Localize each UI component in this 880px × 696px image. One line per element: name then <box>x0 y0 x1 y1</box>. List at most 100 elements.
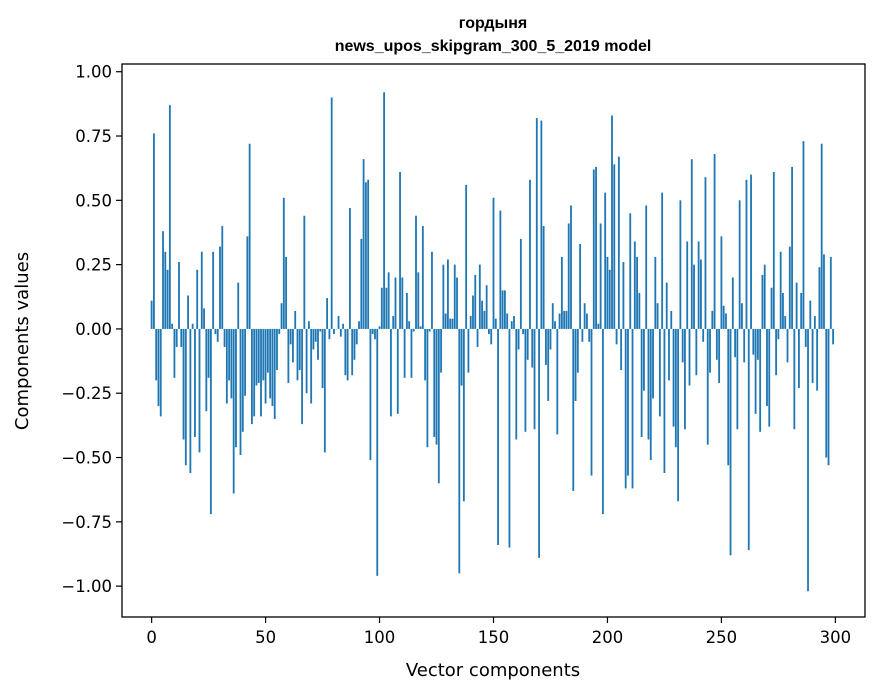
bar-83 <box>339 328 342 337</box>
bar-220 <box>652 328 654 399</box>
x-tick-label: 100 <box>364 628 396 647</box>
y-tick-label: 1.00 <box>75 63 112 82</box>
bar-85 <box>344 328 347 376</box>
bar-82 <box>337 316 340 329</box>
bar-248 <box>715 328 718 360</box>
bar-170 <box>538 328 540 558</box>
bar-262 <box>747 328 750 551</box>
bar-59 <box>285 256 288 329</box>
bar-124 <box>433 328 436 437</box>
bar-12 <box>178 262 180 329</box>
bar-193 <box>590 328 593 476</box>
bar-159 <box>513 316 515 329</box>
bar-68 <box>305 328 308 394</box>
bar-37 <box>235 328 237 448</box>
bar-57 <box>280 303 283 329</box>
bar-25 <box>207 328 210 378</box>
bar-171 <box>540 120 543 329</box>
bar-187 <box>576 328 579 373</box>
bar-185 <box>572 328 575 491</box>
bar-133 <box>453 264 456 329</box>
bar-101 <box>380 287 383 329</box>
bar-169 <box>535 118 538 329</box>
bar-271 <box>768 328 771 427</box>
y-tick-label: 0.00 <box>75 320 112 339</box>
bar-5 <box>162 231 164 329</box>
bar-35 <box>230 328 233 399</box>
bar-259 <box>741 303 743 329</box>
bar-104 <box>387 272 390 329</box>
bar-232 <box>679 200 682 329</box>
y-tick-label: −0.75 <box>61 513 112 532</box>
bar-298 <box>829 256 832 329</box>
bar-275 <box>777 328 780 340</box>
bar-52 <box>269 328 272 399</box>
bar-246 <box>711 310 714 329</box>
bar-14 <box>182 328 185 440</box>
bar-144 <box>478 264 481 329</box>
bar-254 <box>729 328 732 556</box>
bar-15 <box>184 328 187 466</box>
bar-2 <box>155 328 158 381</box>
x-tick-label: 300 <box>820 628 852 647</box>
bar-289 <box>809 300 812 329</box>
bar-64 <box>296 328 299 381</box>
y-tick-label: 0.25 <box>75 256 112 275</box>
bar-261 <box>745 179 748 329</box>
bar-39 <box>239 328 242 455</box>
bar-31 <box>221 226 224 329</box>
bar-11 <box>175 328 178 347</box>
bar-245 <box>709 328 711 373</box>
bar-114 <box>410 328 413 378</box>
bar-60 <box>287 328 290 383</box>
bar-257 <box>736 328 739 430</box>
bar-196 <box>597 323 600 329</box>
bar-29 <box>216 328 219 342</box>
bar-264 <box>752 328 755 355</box>
bar-22 <box>200 251 203 329</box>
plot-frame <box>121 63 866 618</box>
bar-98 <box>374 328 376 340</box>
y-tick-label: −0.50 <box>61 449 112 468</box>
bar-19 <box>194 328 196 437</box>
bar-80 <box>333 328 335 335</box>
bar-136 <box>460 328 463 386</box>
bar-240 <box>697 241 700 329</box>
bar-279 <box>786 328 789 363</box>
bar-51 <box>266 328 269 373</box>
bar-90 <box>355 328 358 345</box>
bar-140 <box>469 316 472 329</box>
bar-243 <box>704 177 707 329</box>
bar-202 <box>611 115 613 329</box>
bar-228 <box>670 310 673 329</box>
bar-30 <box>219 246 221 329</box>
bar-210 <box>629 213 632 329</box>
bar-117 <box>417 272 420 329</box>
bar-162 <box>519 238 522 329</box>
chart-title: гордыня <box>459 15 527 32</box>
bar-100 <box>378 326 381 329</box>
bar-76 <box>323 328 326 453</box>
bar-280 <box>788 246 791 329</box>
bar-107 <box>394 277 397 329</box>
bar-74 <box>319 328 322 332</box>
bar-250 <box>720 236 723 329</box>
bar-155 <box>503 290 506 329</box>
bar-266 <box>756 328 759 360</box>
bar-207 <box>622 262 625 329</box>
bar-53 <box>271 328 274 407</box>
bar-27 <box>212 251 215 329</box>
bar-252 <box>725 313 727 329</box>
bar-221 <box>654 256 657 329</box>
bar-93 <box>362 159 365 329</box>
bar-44 <box>251 328 253 425</box>
bar-78 <box>328 328 331 340</box>
y-tick-label: 0.75 <box>75 127 112 146</box>
bar-23 <box>203 308 205 329</box>
bar-49 <box>262 328 265 381</box>
y-axis-label: Components values <box>12 252 33 430</box>
bar-61 <box>289 328 292 345</box>
bar-38 <box>237 282 240 329</box>
bar-274 <box>775 328 778 376</box>
